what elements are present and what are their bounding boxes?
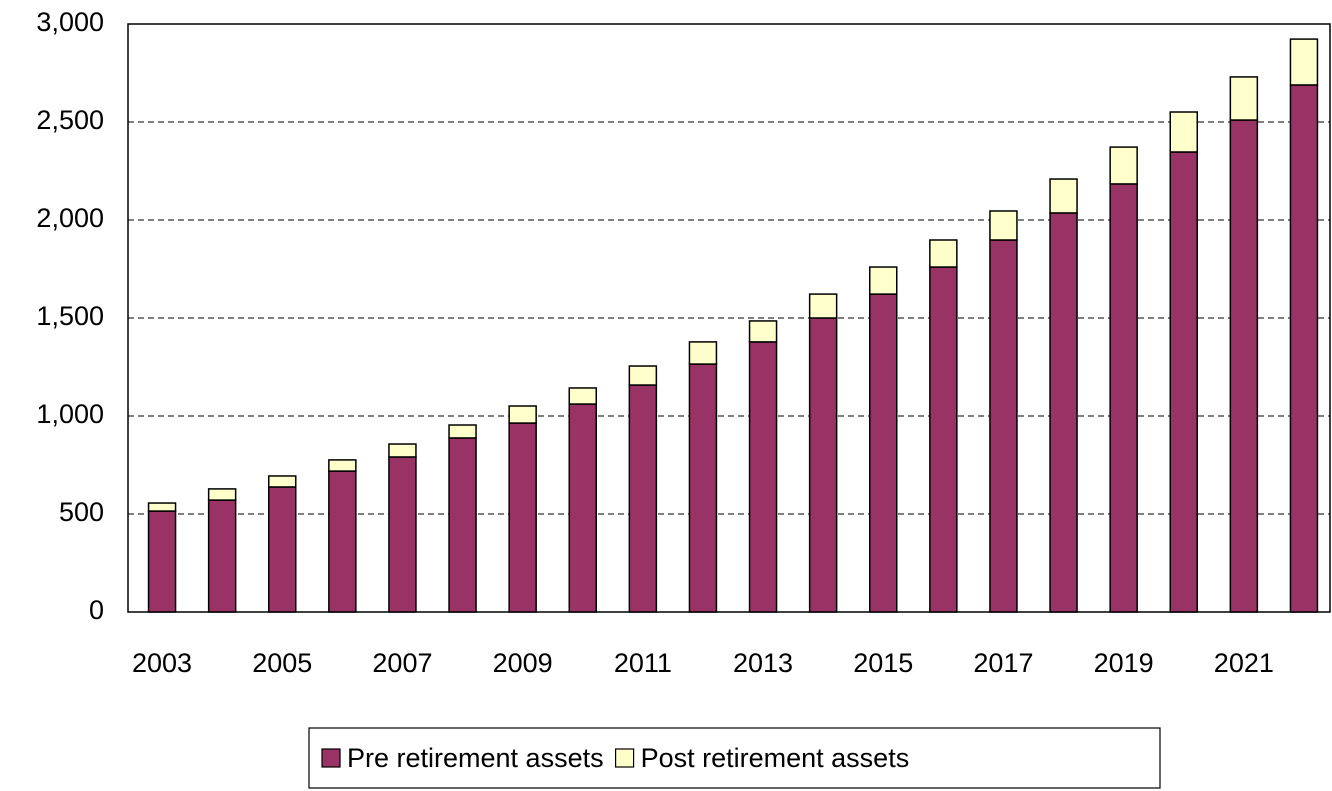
y-tick-label: 500: [59, 497, 104, 527]
y-tick-label: 1,000: [36, 399, 104, 429]
bar-segment: [568, 387, 597, 405]
legend-label: Post retirement assets: [641, 743, 910, 773]
bar-segment: [1049, 178, 1078, 214]
bar-segment: [328, 459, 357, 472]
y-tick-label: 1,500: [36, 301, 104, 331]
bar-segment: [448, 437, 477, 613]
bar-segment: [147, 502, 177, 512]
bar-segment: [328, 470, 357, 613]
legend-box: [308, 727, 1161, 789]
bar-segment: [207, 499, 237, 613]
bar-segment: [748, 320, 778, 343]
legend-swatch: [614, 748, 635, 768]
bar-segment: [508, 405, 537, 424]
bar-segment: [989, 210, 1018, 241]
x-tick-label: 2021: [1214, 648, 1274, 678]
y-tick-label: 2,000: [36, 203, 104, 233]
x-tick-label: 2017: [973, 648, 1033, 678]
x-tick-label: 2005: [252, 648, 312, 678]
bar-segment: [869, 293, 898, 613]
bar-segment: [688, 363, 718, 613]
bar-segment: [147, 510, 177, 613]
bar-segment: [1049, 212, 1078, 613]
bar-segment: [508, 422, 537, 613]
x-tick-label: 2003: [132, 648, 192, 678]
bar-segment: [207, 488, 237, 501]
bar-segment: [448, 424, 477, 439]
bar-segment: [929, 266, 958, 613]
x-tick-label: 2009: [493, 648, 553, 678]
bar-segment: [1229, 76, 1259, 121]
x-tick-label: 2013: [733, 648, 793, 678]
x-tick-label: 2019: [1094, 648, 1154, 678]
legend-swatch: [321, 748, 341, 768]
bar-segment: [1109, 146, 1138, 185]
bar-segment: [808, 293, 838, 319]
bar-segment: [1289, 84, 1319, 613]
bar-segment: [1229, 119, 1259, 613]
bar-segment: [808, 317, 838, 613]
y-tick-label: 0: [89, 595, 104, 625]
bar-segment: [748, 341, 778, 613]
y-tick-label: 2,500: [36, 105, 104, 135]
bar-segment: [688, 341, 718, 365]
x-tick-label: 2007: [372, 648, 432, 678]
bar-segment: [388, 456, 417, 613]
bar-segment: [628, 384, 658, 613]
x-tick-label: 2011: [614, 648, 672, 678]
bar-segment: [568, 403, 597, 613]
bar-segment: [628, 365, 658, 386]
plot-frame: [127, 23, 1331, 613]
bar-segment: [929, 239, 958, 268]
bar-segment: [388, 443, 417, 458]
bar-segment: [869, 266, 898, 295]
bar-segment: [268, 486, 297, 613]
bar-segment: [1169, 151, 1198, 613]
bar-segment: [989, 239, 1018, 613]
bar-segment: [268, 475, 297, 488]
bar-segment: [1289, 38, 1319, 86]
x-tick-label: 2015: [853, 648, 913, 678]
bar-segment: [1109, 183, 1138, 613]
y-tick-label: 3,000: [36, 7, 104, 37]
bar-segment: [1169, 111, 1198, 153]
legend-label: Pre retirement assets: [347, 743, 604, 773]
